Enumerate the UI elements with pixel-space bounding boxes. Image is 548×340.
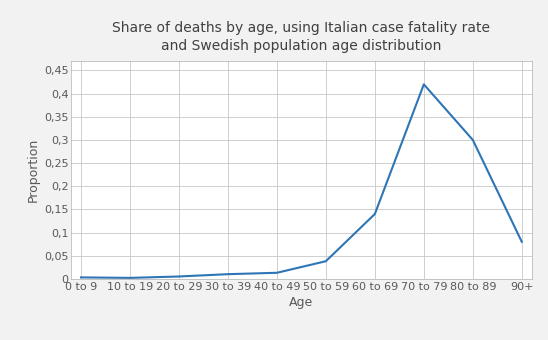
Y-axis label: Proportion: Proportion [27,138,39,202]
X-axis label: Age: Age [289,296,313,309]
Title: Share of deaths by age, using Italian case fatality rate
and Swedish population : Share of deaths by age, using Italian ca… [112,21,490,53]
